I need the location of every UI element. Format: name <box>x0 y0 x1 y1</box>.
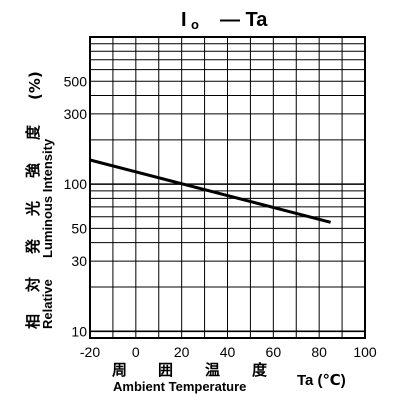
x-axis-label-en: Ambient Temperature <box>113 379 246 394</box>
x-axis-label-jp-1: 周 <box>112 361 127 379</box>
x-tick-label: 20 <box>174 344 190 360</box>
y-axis-label: 相 対 発 光 強 度 (%) Relative Luminous Intens… <box>24 71 55 329</box>
chart-title-main: I <box>181 9 187 31</box>
x-axis-label-jp-4: 度 <box>252 361 268 379</box>
x-tick-labels: -20 0 20 40 60 80 100 <box>80 344 377 360</box>
chart-title-rest: — Ta <box>220 9 268 31</box>
x-tick-label: 0 <box>132 344 140 360</box>
y-axis-label-jp-3: 発 <box>24 238 42 255</box>
y-axis-label-jp-6: 度 <box>24 124 42 140</box>
y-axis-label-en-relative: Relative <box>40 279 55 329</box>
y-tick-label: 30 <box>71 253 87 269</box>
x-tick-label: 60 <box>266 344 282 360</box>
x-axis-label: 周 囲 温 度 Ambient Temperature Ta (℃) <box>112 361 346 394</box>
x-tick-label: -20 <box>80 344 100 360</box>
y-axis-label-jp-1: 相 <box>24 314 42 329</box>
data-series <box>89 158 331 224</box>
plot-border <box>89 36 366 339</box>
series-line <box>89 158 331 224</box>
y-axis-unit: (%) <box>26 71 44 100</box>
y-tick-label: 10 <box>71 323 87 339</box>
chart-grid <box>90 37 365 338</box>
x-axis-unit: Ta (℃) <box>297 372 346 389</box>
y-tick-label: 50 <box>71 220 87 236</box>
y-tick-labels: 10 30 50 100 300 500 <box>64 73 88 339</box>
x-tick-label: 100 <box>353 344 377 360</box>
y-tick-label: 100 <box>64 176 88 192</box>
y-axis-label-en-luminous: Luminous Intensity <box>40 138 55 258</box>
y-axis-label-jp-2: 対 <box>24 277 42 293</box>
y-tick-label: 500 <box>64 73 88 89</box>
x-tick-label: 40 <box>220 344 236 360</box>
x-axis-label-jp-3: 温 <box>205 361 220 379</box>
chart-title-subscript: o <box>191 17 199 32</box>
x-axis-label-jp-2: 囲 <box>158 361 173 379</box>
y-tick-label: 300 <box>64 106 88 122</box>
x-tick-label: 80 <box>311 344 327 360</box>
y-axis-label-jp-5: 強 <box>24 163 42 178</box>
plot-frame <box>89 36 366 339</box>
y-axis-label-jp-4: 光 <box>24 201 42 217</box>
